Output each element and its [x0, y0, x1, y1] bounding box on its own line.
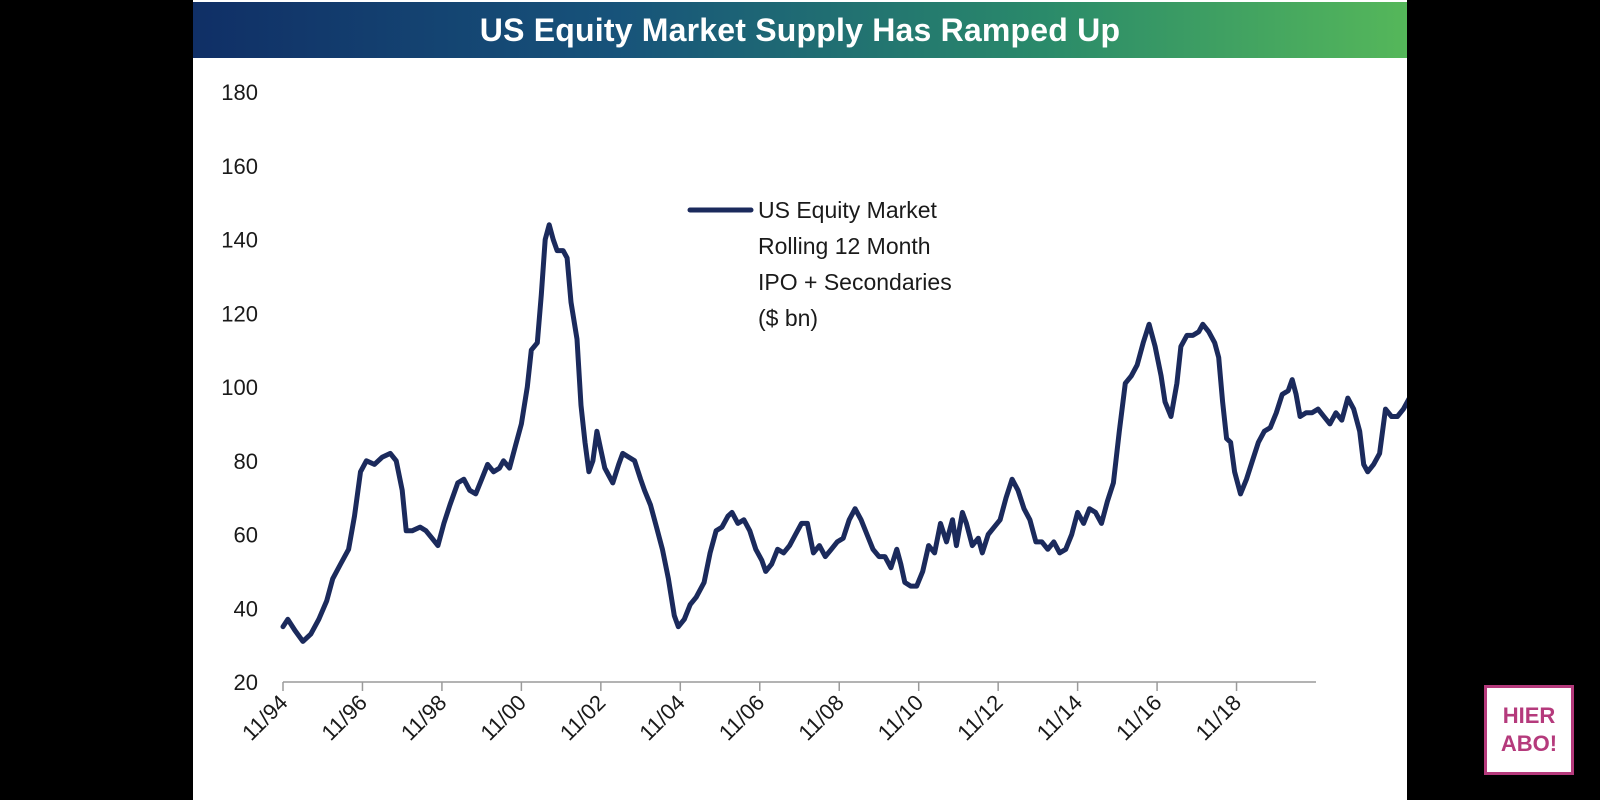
x-tick-label: 11/94 — [237, 690, 292, 745]
x-tick-label: 11/16 — [1111, 690, 1166, 745]
y-tick-label: 160 — [221, 154, 258, 179]
x-tick-label: 11/96 — [317, 690, 372, 745]
y-tick-label: 140 — [221, 228, 258, 253]
chart-frame: US Equity Market Supply Has Ramped Up 20… — [193, 0, 1407, 800]
y-tick-label: 60 — [234, 523, 258, 548]
chart-title: US Equity Market Supply Has Ramped Up — [479, 11, 1121, 48]
x-tick-label: 11/98 — [396, 690, 451, 745]
legend: US Equity Market Rolling 12 Month IPO + Se… — [687, 197, 952, 331]
x-tick-label: 11/08 — [793, 690, 848, 745]
x-tick-label: 11/06 — [714, 690, 769, 745]
y-tick-label: 20 — [234, 670, 258, 695]
legend-label-line: IPO + Secondaries — [758, 269, 952, 295]
legend-label-line: Rolling 12 Month — [758, 233, 931, 259]
x-tick-label: 11/14 — [1032, 690, 1087, 745]
x-tick-label: 11/00 — [475, 690, 530, 745]
legend-label-line: US Equity Market — [758, 197, 938, 223]
title-bar: US Equity Market Supply Has Ramped Up — [193, 2, 1407, 58]
legend-label-line: ($ bn) — [758, 305, 818, 331]
y-tick-label: 180 — [221, 80, 258, 105]
y-axis-ticks: 20 40 60 80 100 120 140 160 180 — [221, 80, 258, 695]
badge-line-2: ABO! — [1500, 731, 1558, 756]
x-tick-label: 11/04 — [634, 690, 689, 745]
x-tick-label: 11/12 — [952, 690, 1007, 745]
series-line — [280, 222, 1407, 644]
y-tick-label: 80 — [234, 449, 258, 474]
y-tick-label: 40 — [234, 596, 258, 621]
x-tick-label: 11/02 — [555, 690, 610, 745]
plot-area — [280, 222, 1407, 644]
x-axis-ticks: 11/94 11/96 11/98 11/00 11/02 11/04 11/06 11/08… — [237, 682, 1246, 745]
y-tick-label: 100 — [221, 375, 258, 400]
y-tick-label: 120 — [221, 301, 258, 326]
x-tick-label: 11/10 — [873, 690, 928, 745]
subscribe-badge[interactable]: HIER ABO! — [1484, 685, 1574, 775]
x-tick-label: 11/18 — [1191, 690, 1246, 745]
badge-line-1: HIER — [1502, 703, 1556, 728]
